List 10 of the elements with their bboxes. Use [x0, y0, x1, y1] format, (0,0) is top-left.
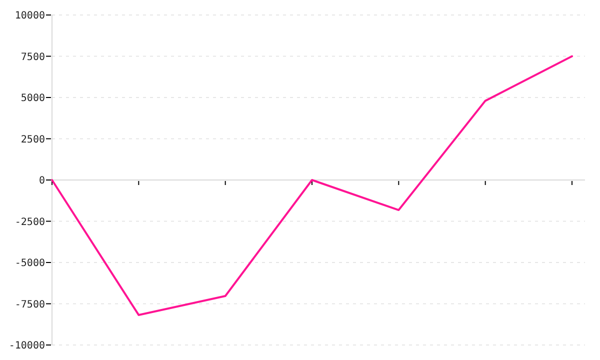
y-tick-label: 5000: [20, 93, 45, 104]
y-tick-label: -2500: [14, 216, 45, 228]
y-tick-label: 2500: [20, 134, 45, 146]
y-tick-label: 7500: [20, 52, 45, 63]
y-tick-label: -7500: [14, 299, 45, 310]
y-tick-label: -10000: [8, 340, 45, 352]
line-series: [51, 55, 573, 316]
y-tick-label: 10000: [14, 10, 45, 22]
y-tick-label: 0: [38, 176, 45, 186]
y-tick-label: -5000: [14, 258, 45, 269]
